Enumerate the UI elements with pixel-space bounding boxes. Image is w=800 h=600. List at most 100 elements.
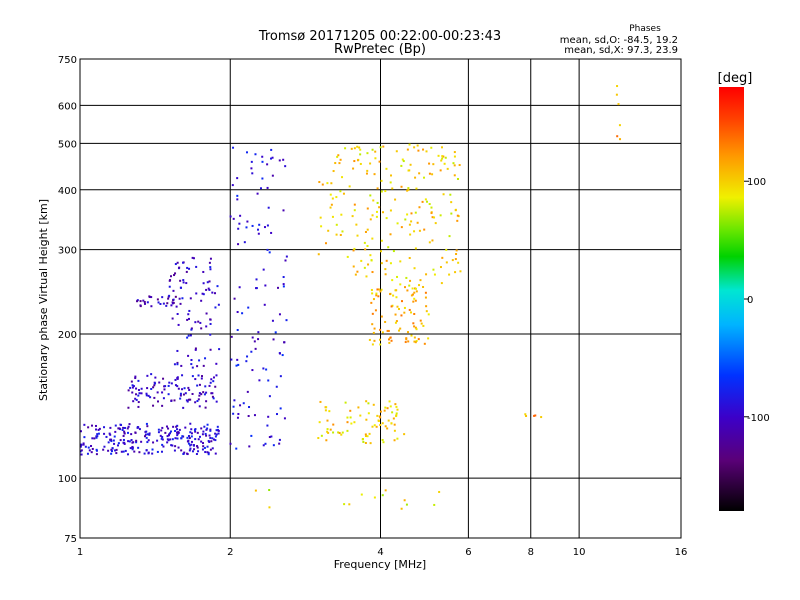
data-point	[395, 150, 398, 153]
data-point	[161, 438, 164, 441]
data-point	[370, 288, 373, 291]
data-point	[416, 221, 419, 224]
data-point	[375, 294, 378, 297]
data-point	[257, 338, 260, 341]
data-point	[317, 253, 320, 256]
data-point	[196, 400, 199, 403]
data-point	[394, 289, 397, 292]
data-point	[424, 198, 427, 201]
data-point	[102, 448, 105, 451]
data-point	[190, 358, 193, 361]
data-point	[259, 187, 262, 190]
data-point	[231, 184, 234, 187]
data-point	[79, 430, 82, 433]
data-point	[454, 258, 457, 261]
data-point	[370, 301, 373, 304]
data-point	[206, 281, 209, 284]
data-point	[145, 436, 148, 439]
data-point	[205, 312, 208, 315]
data-point	[80, 453, 83, 456]
data-point	[236, 194, 239, 197]
data-point	[182, 406, 185, 409]
data-point	[391, 279, 394, 282]
data-point	[389, 181, 392, 184]
data-point	[161, 435, 164, 438]
data-point	[237, 243, 240, 246]
data-point	[409, 279, 412, 282]
data-point	[427, 337, 430, 340]
data-point	[408, 143, 411, 146]
data-point	[618, 124, 621, 127]
data-point	[151, 448, 154, 451]
data-point	[229, 442, 232, 445]
data-point	[328, 410, 331, 413]
data-point	[353, 209, 356, 212]
data-point	[200, 427, 203, 430]
data-point	[177, 446, 180, 449]
data-point	[387, 246, 390, 249]
data-point	[407, 188, 410, 191]
data-point	[430, 206, 433, 209]
data-point	[233, 399, 236, 402]
data-point	[457, 261, 460, 264]
data-point	[245, 151, 248, 154]
data-point	[375, 210, 378, 213]
data-point	[190, 428, 193, 431]
data-point	[233, 297, 236, 300]
data-point	[266, 186, 269, 189]
data-point	[382, 211, 385, 214]
data-point	[453, 164, 456, 167]
data-point	[341, 230, 344, 233]
data-point	[187, 398, 190, 401]
data-point	[325, 439, 328, 442]
data-point	[380, 250, 383, 253]
data-point	[279, 407, 282, 410]
data-point	[356, 234, 359, 237]
data-point	[174, 437, 177, 440]
data-point	[422, 324, 425, 327]
data-point	[359, 162, 362, 165]
data-point	[371, 237, 374, 240]
data-point	[349, 416, 352, 419]
data-point	[362, 440, 365, 443]
data-point	[159, 303, 162, 306]
data-point	[431, 173, 434, 176]
y-axis-label: Stationary phase Virtual Height [km]	[37, 199, 50, 401]
data-point	[367, 412, 370, 415]
data-point	[414, 326, 417, 329]
data-point	[123, 430, 126, 433]
data-point	[382, 441, 385, 444]
data-point	[238, 222, 241, 225]
data-point	[162, 302, 165, 305]
data-point	[108, 432, 111, 435]
data-point	[266, 163, 269, 166]
data-point	[217, 432, 220, 435]
data-point	[202, 293, 205, 296]
data-point	[196, 446, 199, 449]
data-point	[195, 265, 198, 268]
data-point	[163, 388, 166, 391]
data-point	[198, 394, 201, 397]
data-point	[411, 287, 414, 290]
data-point	[390, 422, 393, 425]
data-point	[326, 428, 329, 431]
colorbar-tick-label: 0	[747, 295, 753, 306]
data-point	[145, 422, 148, 425]
data-point	[203, 425, 206, 428]
data-point	[330, 182, 333, 185]
data-point	[340, 213, 343, 216]
data-point	[145, 392, 148, 395]
data-point	[170, 382, 173, 385]
data-point	[343, 503, 346, 506]
data-point	[130, 439, 133, 442]
data-point	[131, 448, 134, 451]
data-point	[400, 226, 403, 229]
data-point	[126, 427, 129, 430]
data-point	[151, 452, 154, 455]
data-point	[405, 503, 408, 506]
data-point	[201, 433, 204, 436]
data-point	[177, 323, 180, 326]
data-point	[409, 233, 412, 236]
data-point	[396, 305, 399, 308]
data-point	[176, 437, 179, 440]
